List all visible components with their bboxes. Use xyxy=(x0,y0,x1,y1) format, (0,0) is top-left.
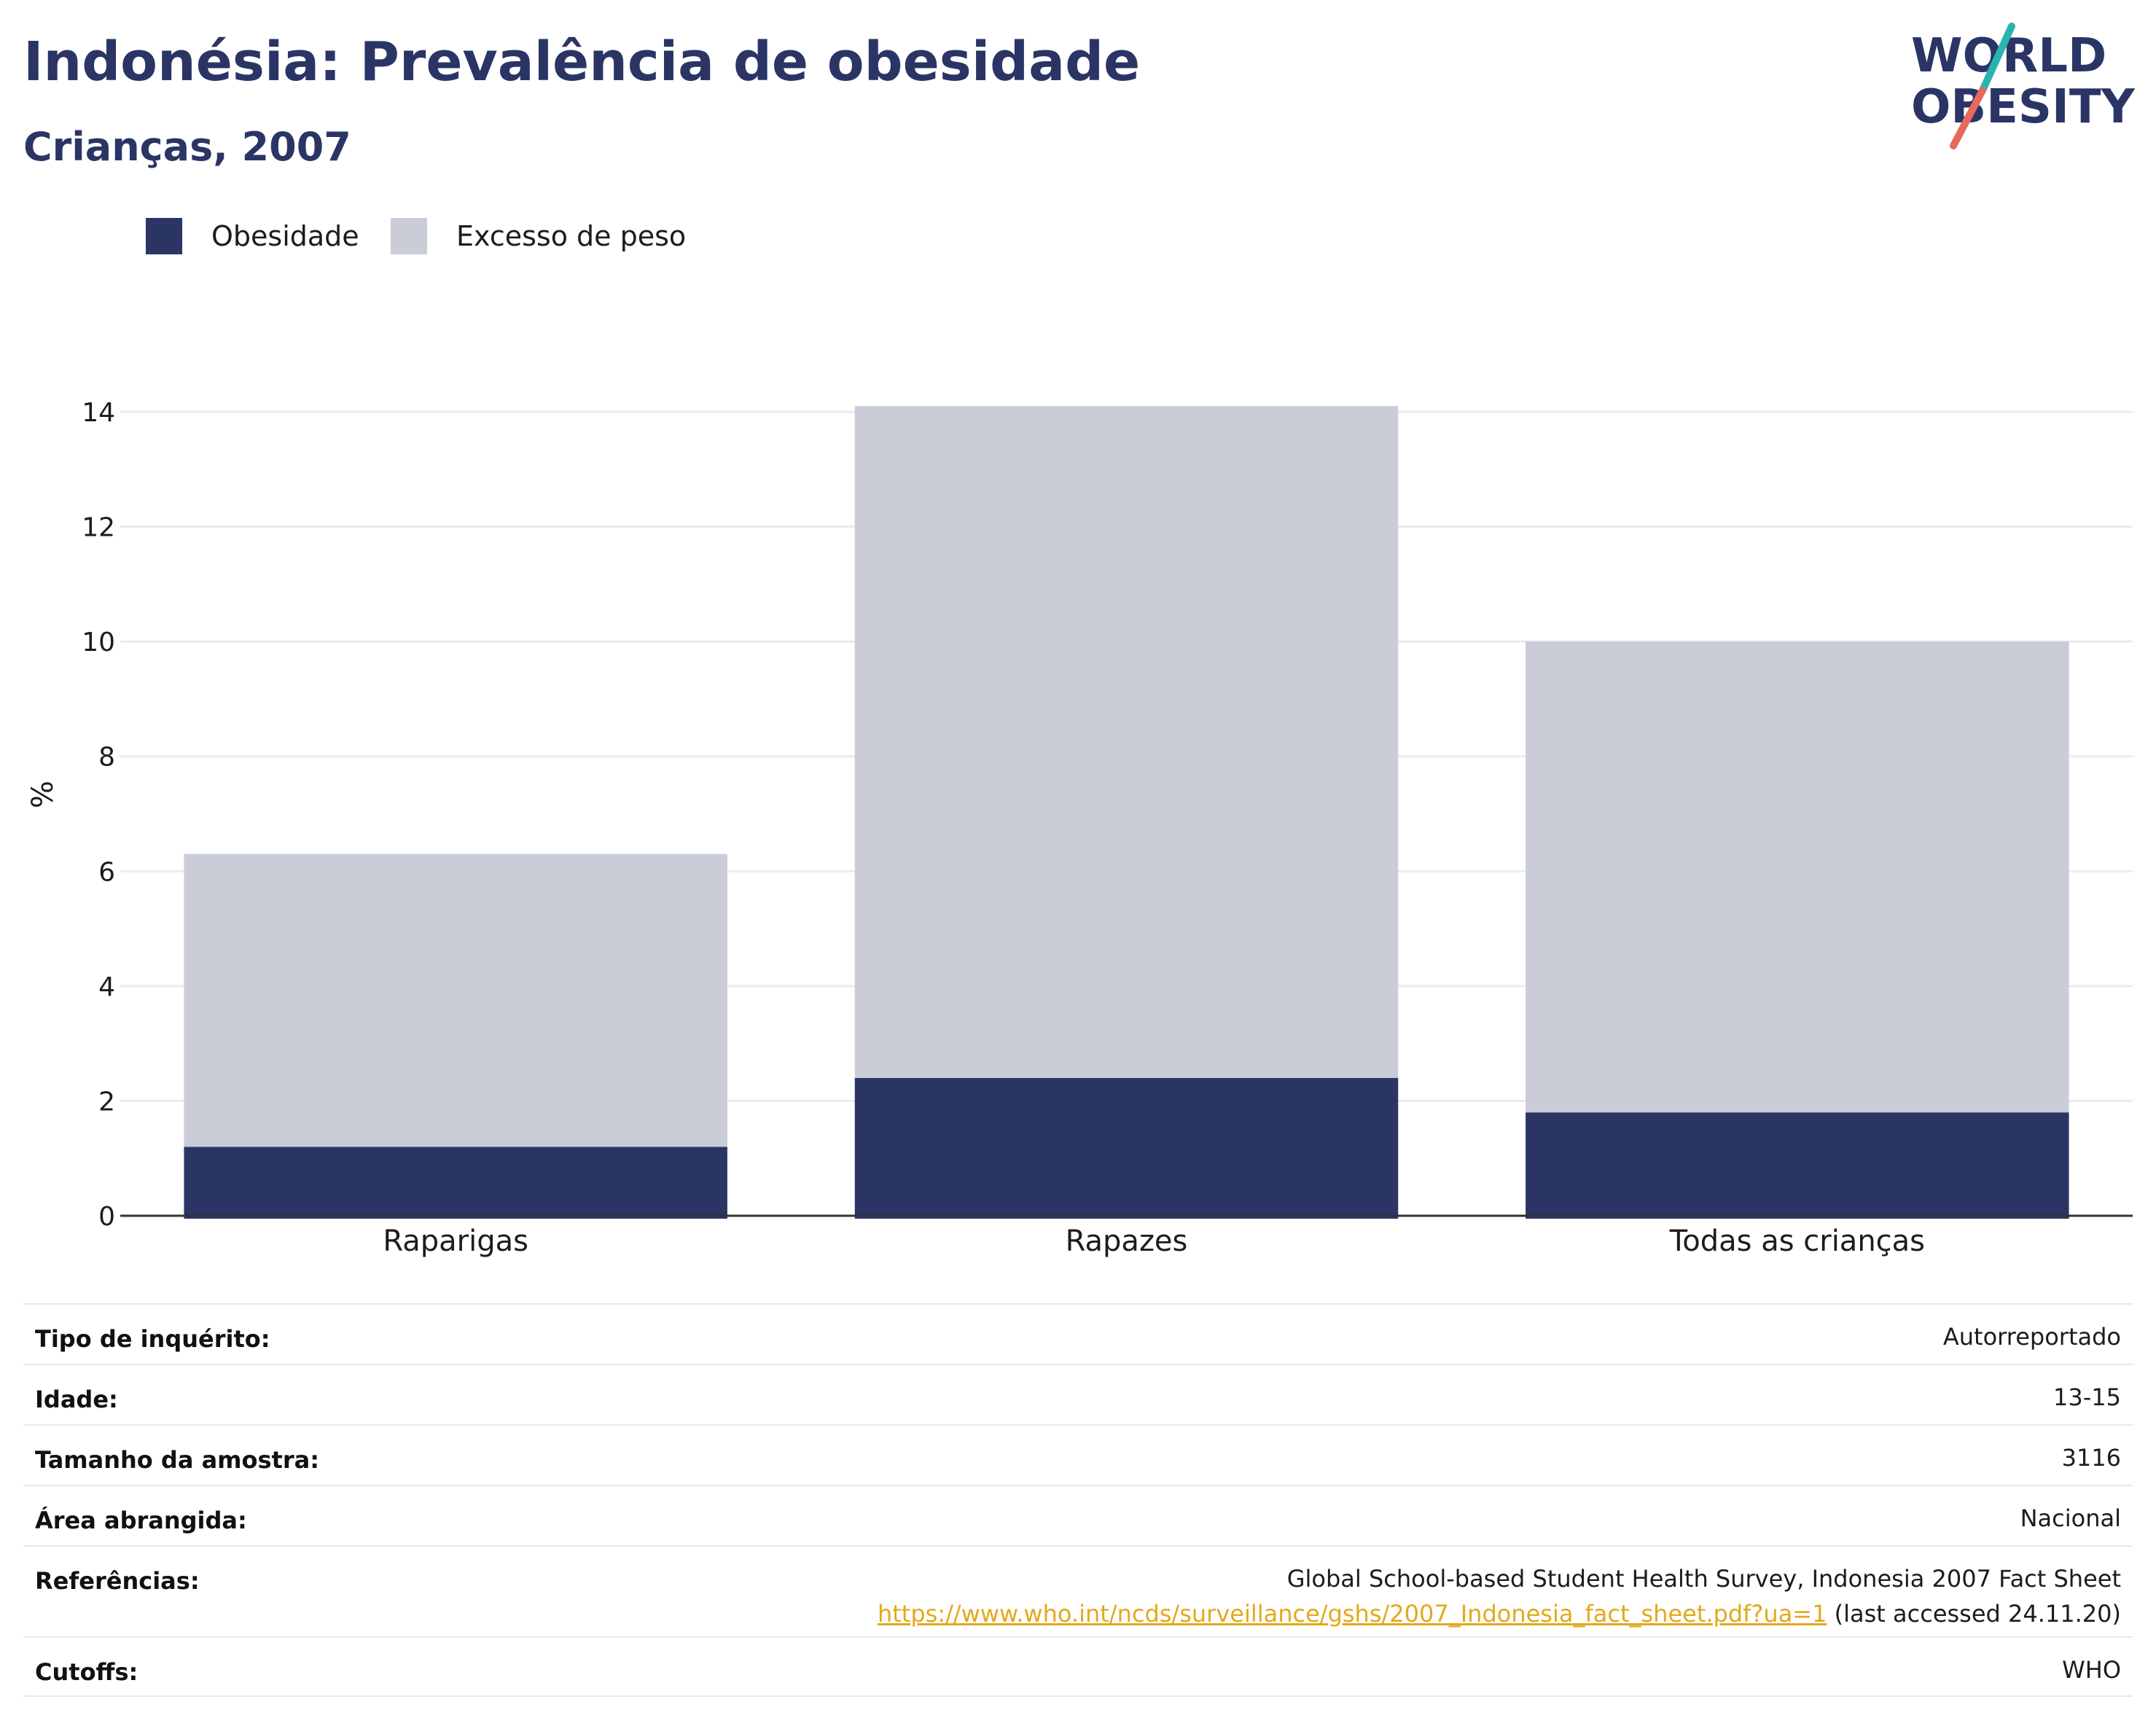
info-value: 3116 xyxy=(2061,1444,2121,1472)
y-tick-label: 12 xyxy=(82,513,115,543)
info-key: Tipo de inquérito: xyxy=(35,1325,270,1353)
y-tick-label: 0 xyxy=(98,1202,115,1232)
logo-line2: OBESITY xyxy=(1911,80,2135,134)
page-title: Indonésia: Prevalência de obesidade xyxy=(23,31,1141,93)
reference-text: Global School-based Student Health Surve… xyxy=(1286,1565,2121,1593)
bar-obesidade xyxy=(854,1077,1399,1219)
reference-link-line: https://www.who.int/ncds/surveillance/gs… xyxy=(35,1596,2121,1631)
info-value: 13-15 xyxy=(2053,1383,2121,1411)
info-row-area: Área abrangida: Nacional xyxy=(23,1485,2133,1545)
logo-slash-top xyxy=(1979,23,2015,94)
bar-excesso-de-peso xyxy=(854,406,1399,1078)
info-value: Global School-based Student Health Surve… xyxy=(35,1561,2121,1631)
x-tick-label: Rapazes xyxy=(1066,1225,1188,1258)
info-key: Tamanho da amostra: xyxy=(35,1446,319,1474)
world-obesity-logo: WORLD OBESITY xyxy=(1911,23,2135,149)
info-row-age: Idade: 13-15 xyxy=(23,1364,2133,1424)
legend-label-obesidade: Obesidade xyxy=(211,220,359,252)
logo-slash-bottom xyxy=(1950,87,1986,149)
info-key: Área abrangida: xyxy=(35,1507,247,1534)
info-row-cutoffs: Cutoffs: WHO xyxy=(23,1636,2133,1697)
info-key: Idade: xyxy=(35,1386,118,1413)
info-row-references: Referências: Global School-based Student… xyxy=(23,1545,2133,1636)
info-value: Nacional xyxy=(2020,1504,2121,1532)
bar-chart: 0 2 4 6 8 10 12 14% Raparigas Rapazes Todas as cri… xyxy=(26,398,2133,1258)
info-key: Cutoffs: xyxy=(35,1658,138,1686)
info-key: Referências: xyxy=(35,1567,200,1595)
survey-info-table: Tipo de inquérito: Autorreportado Idade:… xyxy=(23,1303,2133,1697)
legend-swatch-obesidade xyxy=(146,218,182,254)
y-tick-label: 4 xyxy=(98,972,115,1002)
reference-link[interactable]: https://www.who.int/ncds/surveillance/gs… xyxy=(877,1600,1827,1628)
legend-item-excesso-de-peso[interactable]: Excesso de peso xyxy=(391,217,686,255)
legend-label-excesso-de-peso: Excesso de peso xyxy=(456,220,687,252)
y-axis-title: % xyxy=(26,781,60,808)
page-subtitle: Crianças, 2007 xyxy=(23,124,351,170)
bar-excesso-de-peso xyxy=(184,854,727,1147)
bar-obesidade xyxy=(184,1147,727,1219)
y-tick-label: 8 xyxy=(98,743,115,773)
bar-obesidade xyxy=(1526,1112,2069,1219)
x-tick-label: Raparigas xyxy=(383,1225,528,1258)
y-tick-label: 2 xyxy=(98,1087,115,1117)
info-value: Autorreportado xyxy=(1942,1323,2121,1351)
x-tick-label: Todas as crianças xyxy=(1669,1225,1925,1258)
legend-swatch-excesso-de-peso xyxy=(391,218,427,254)
info-row-sample-size: Tamanho da amostra: 3116 xyxy=(23,1424,2133,1485)
y-tick-label: 10 xyxy=(82,628,115,657)
legend-item-obesidade[interactable]: Obesidade xyxy=(146,217,359,255)
bar-excesso-de-peso xyxy=(1526,641,2069,1113)
reference-accessed: (last accessed 24.11.20) xyxy=(1827,1600,2121,1628)
info-value: WHO xyxy=(2062,1656,2121,1684)
y-tick-label: 14 xyxy=(82,398,115,428)
info-row-survey-type: Tipo de inquérito: Autorreportado xyxy=(23,1303,2133,1364)
y-tick-label: 6 xyxy=(98,857,115,887)
